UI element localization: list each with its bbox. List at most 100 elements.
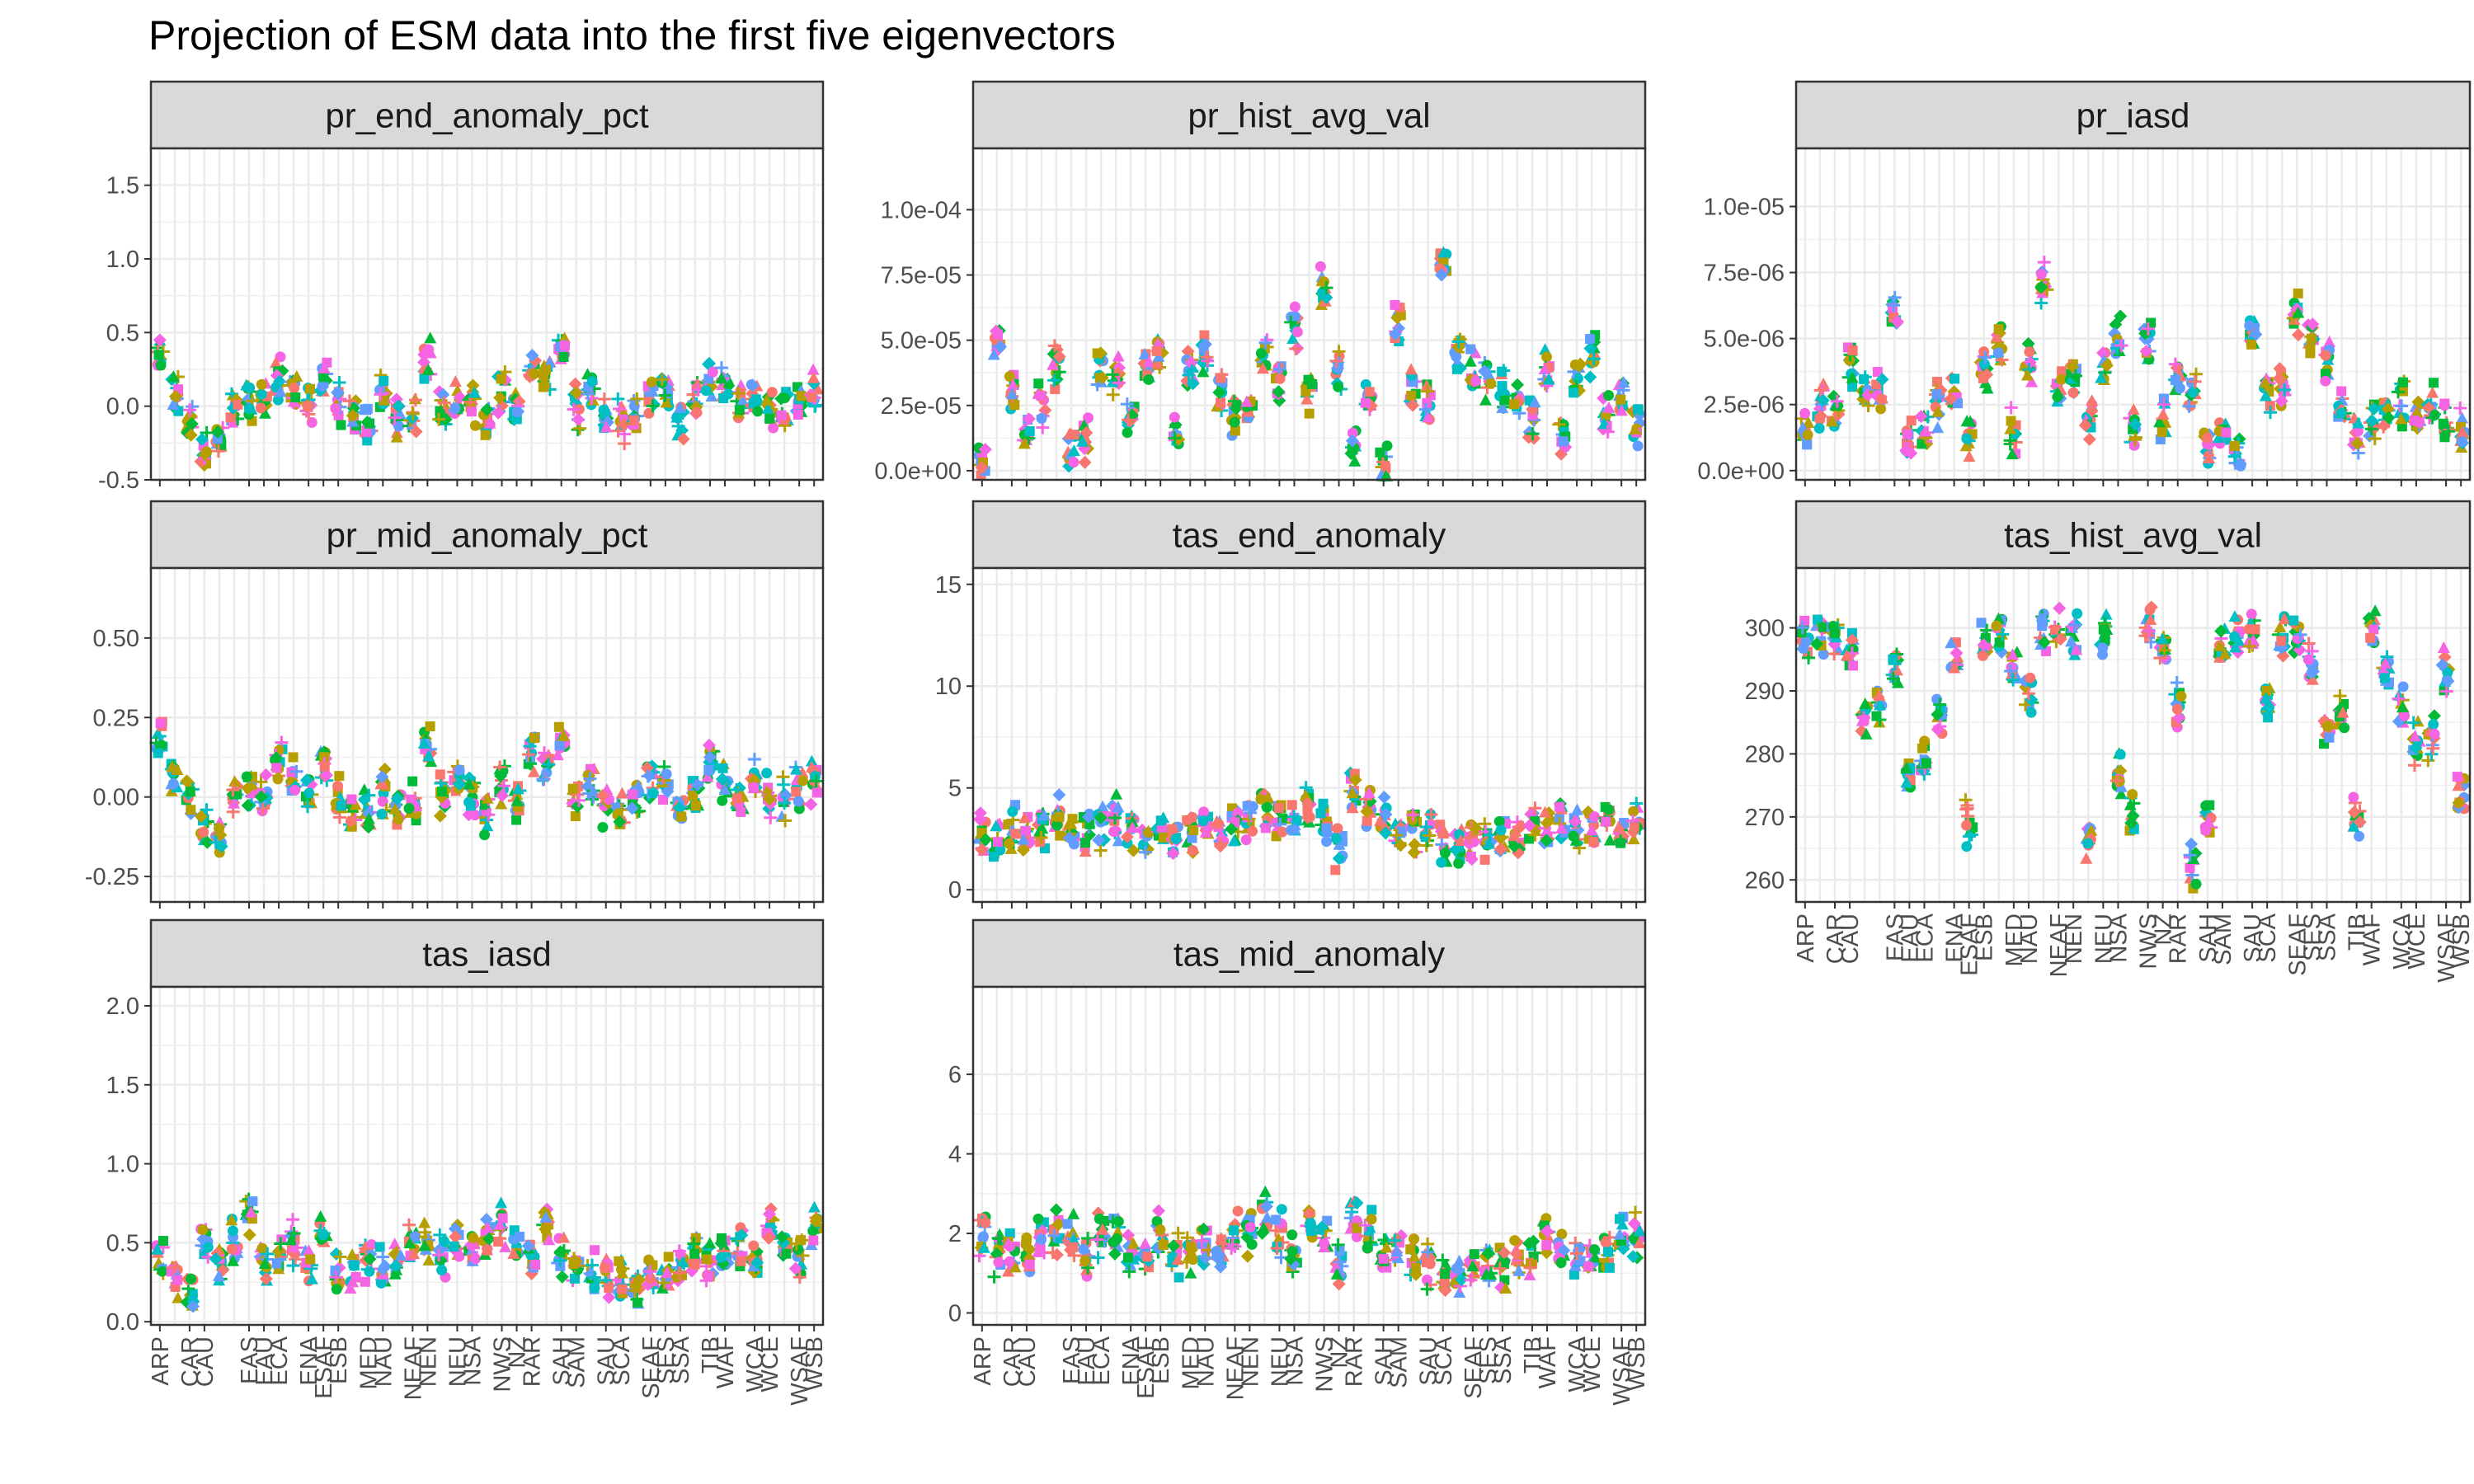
data-point [1390, 829, 1404, 843]
data-point [1465, 852, 1479, 866]
data-point [454, 1251, 465, 1262]
data-point [1451, 350, 1462, 362]
data-point [2293, 288, 2303, 298]
data-point [707, 366, 718, 378]
data-point [211, 444, 225, 458]
x-tick-label: WCE [2404, 913, 2430, 970]
data-point [1244, 1221, 1256, 1233]
data-point [1541, 351, 1553, 363]
data-point [1552, 417, 1566, 431]
data-point [586, 784, 600, 796]
data-point [643, 397, 654, 407]
data-point [1036, 412, 1047, 424]
data-point [1122, 413, 1136, 427]
data-point [2057, 366, 2067, 377]
data-point [481, 791, 494, 804]
data-point [494, 769, 508, 783]
data-point [436, 787, 447, 797]
data-point [454, 764, 465, 776]
data-point [1120, 397, 1134, 411]
data-point [1364, 387, 1375, 397]
data-point [2168, 357, 2182, 371]
data-point [1301, 798, 1313, 810]
data-point [1007, 805, 1018, 817]
data-point [1875, 403, 1887, 415]
data-point [1888, 290, 1902, 304]
x-tick-label: NAU [2016, 913, 2043, 964]
data-point [1332, 823, 1343, 834]
data-point [1033, 824, 1047, 837]
data-point [2024, 346, 2035, 358]
data-point [570, 811, 581, 822]
data-point [2292, 306, 2305, 318]
data-point [676, 432, 690, 446]
data-point [2068, 369, 2082, 383]
data-point [1138, 348, 1151, 360]
data-point [493, 391, 507, 405]
data-point [1024, 425, 1035, 436]
data-point [1050, 384, 1061, 395]
data-point [597, 822, 609, 834]
data-point [1216, 397, 1226, 408]
x-tick-label: ESB [1148, 1336, 1174, 1384]
data-point [2188, 374, 2202, 388]
data-point [2025, 672, 2036, 683]
data-point [181, 420, 194, 432]
data-point [1169, 411, 1180, 423]
data-point [1004, 838, 1015, 849]
data-point [530, 1259, 541, 1270]
data-point [462, 808, 476, 822]
data-point [1197, 815, 1209, 827]
data-point [379, 376, 389, 387]
data-point [529, 368, 540, 379]
data-point [421, 363, 435, 375]
data-point [1299, 788, 1312, 801]
data-point [1436, 857, 1447, 868]
data-point [1143, 373, 1155, 385]
data-point [269, 356, 282, 369]
data-point [590, 1245, 600, 1256]
data-point [1155, 815, 1166, 826]
data-point [1034, 830, 1048, 844]
data-point [2367, 402, 2381, 416]
data-point [468, 1232, 479, 1243]
data-point [761, 768, 773, 779]
data-point [272, 374, 286, 388]
x-tick-label: ESB [1972, 913, 1998, 961]
data-point [153, 350, 164, 360]
data-point [1289, 301, 1300, 312]
data-point [1494, 831, 1508, 845]
data-point [1318, 798, 1329, 809]
data-point [2336, 386, 2347, 397]
data-point [2006, 448, 2019, 460]
data-point [2395, 412, 2408, 425]
x-tick-label: NEN [2061, 913, 2087, 964]
data-point [807, 392, 817, 402]
data-point [1366, 1214, 1377, 1225]
y-tick-label: 270 [1745, 805, 1785, 831]
data-point [1158, 832, 1169, 843]
data-point [2128, 433, 2142, 447]
data-point [2453, 402, 2467, 416]
x-tick-label: WCE [1579, 1336, 1606, 1392]
x-tick-label: NEN [415, 1336, 441, 1387]
data-point [522, 748, 536, 762]
chart-title: Projection of ESM data into the first fi… [148, 12, 1116, 59]
data-point [202, 1242, 214, 1253]
data-point [1499, 395, 1510, 406]
data-point [975, 461, 989, 475]
data-point [658, 795, 669, 805]
data-point [305, 1254, 316, 1265]
data-point [1396, 826, 1407, 837]
data-point [690, 777, 704, 791]
data-point [480, 430, 491, 440]
data-point [275, 351, 286, 363]
data-point [2306, 317, 2320, 331]
data-point [1246, 1238, 1258, 1250]
data-point [271, 1258, 282, 1269]
facet-label: pr_mid_anomaly_pct [327, 516, 648, 555]
data-point [255, 402, 266, 414]
data-point [1047, 358, 1060, 370]
data-point [1288, 822, 1301, 834]
data-point [407, 776, 418, 787]
